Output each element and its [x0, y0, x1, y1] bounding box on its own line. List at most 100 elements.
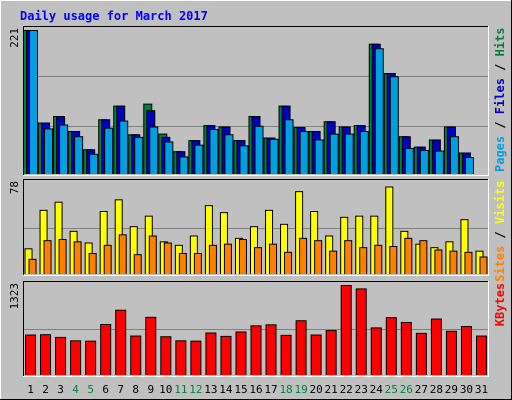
bar-kbytes-day-27	[416, 333, 426, 375]
bar-pages-day-11	[180, 157, 188, 174]
bar-pages-day-5	[90, 154, 98, 174]
panel-pages-files-hits: 221 Pages / Files / Hits	[8, 26, 507, 176]
bar-kbytes-day-18	[281, 335, 291, 375]
bar-visits-day-19	[296, 192, 303, 274]
x-tick-label-day-15: 15	[234, 383, 247, 396]
x-tick-label-day-26: 26	[400, 383, 413, 396]
bar-sites-day-8	[134, 255, 141, 274]
legend-part: /	[493, 114, 507, 136]
x-tick-label-day-10: 10	[159, 383, 172, 396]
x-tick-label-day-3: 3	[57, 383, 64, 396]
bar-pages-day-20	[315, 140, 323, 174]
bar-visits-day-13	[205, 206, 212, 274]
bar-kbytes-day-29	[446, 331, 456, 375]
x-tick-label-day-25: 25	[385, 383, 398, 396]
bar-pages-day-10	[165, 142, 173, 174]
bar-sites-day-16	[255, 248, 261, 274]
bar-sites-day-3	[59, 240, 66, 274]
legend-part: Hits	[493, 27, 507, 56]
bar-pages-day-27	[420, 150, 428, 174]
bar-sites-day-12	[194, 254, 201, 274]
bar-sites-day-6	[104, 245, 111, 274]
bar-sites-day-15	[239, 240, 246, 274]
series-legend-label: Pages / Files / Hits	[493, 27, 507, 172]
bar-visits-day-6	[100, 212, 107, 274]
bar-sites-day-23	[360, 248, 367, 274]
bar-sites-day-20	[315, 241, 322, 274]
x-tick-label-day-30: 30	[460, 383, 473, 396]
x-tick-label-day-9: 9	[147, 383, 154, 396]
bar-sites-day-11	[179, 254, 186, 274]
bar-sites-day-5	[89, 254, 96, 274]
bar-pages-day-23	[360, 131, 368, 174]
legend-part: KBytes	[493, 283, 507, 326]
x-tick-label-day-6: 6	[102, 383, 109, 396]
bar-sites-day-4	[74, 242, 81, 274]
bar-pages-day-15	[240, 146, 248, 174]
x-tick-label-day-16: 16	[249, 383, 262, 396]
x-tick-label-day-18: 18	[279, 383, 292, 396]
bar-kbytes-day-6	[101, 324, 111, 375]
bar-pages-day-2	[45, 129, 53, 174]
bar-pages-day-29	[450, 137, 458, 174]
bar-kbytes-day-24	[371, 328, 381, 375]
bar-sites-day-26	[405, 238, 412, 274]
legend-part: Files	[493, 78, 507, 114]
bar-sites-day-27	[420, 241, 427, 274]
bar-sites-day-21	[330, 251, 337, 274]
x-tick-label-day-27: 27	[415, 383, 428, 396]
series-legend-label: KBytes	[493, 283, 507, 326]
x-tick-label-day-28: 28	[430, 383, 443, 396]
panel-visits-sites: 78 Sites / Visits	[8, 179, 507, 282]
bar-sites-day-14	[224, 244, 231, 274]
bar-kbytes-day-31	[476, 336, 486, 375]
bar-pages-day-28	[435, 151, 443, 174]
legend-part: Visits	[493, 181, 507, 224]
bar-sites-day-22	[345, 241, 352, 274]
y-axis-max-label: 221	[8, 28, 21, 48]
bar-kbytes-day-2	[41, 335, 51, 375]
bar-sites-day-9	[149, 236, 156, 274]
bar-visits-day-14	[220, 213, 227, 274]
y-axis-max-label: 78	[8, 181, 21, 194]
bar-kbytes-day-15	[236, 332, 246, 375]
x-tick-label-day-7: 7	[117, 383, 124, 396]
x-tick-label-day-20: 20	[310, 383, 323, 396]
x-tick-label-day-5: 5	[87, 383, 94, 396]
bar-kbytes-day-4	[71, 341, 81, 375]
bar-kbytes-day-9	[146, 317, 156, 375]
bar-kbytes-day-3	[56, 337, 66, 375]
bar-kbytes-day-11	[176, 341, 186, 375]
x-tick-label-day-4: 4	[72, 383, 79, 396]
x-tick-label-day-8: 8	[132, 383, 139, 396]
x-tick-label-day-17: 17	[264, 383, 277, 396]
bar-sites-day-29	[450, 251, 457, 274]
bar-pages-day-8	[135, 137, 143, 174]
y-axis-max-label: 1323	[8, 283, 21, 310]
bar-kbytes-day-16	[251, 326, 261, 375]
bar-pages-day-4	[75, 137, 83, 174]
bar-kbytes-day-1	[26, 335, 36, 375]
legend-part: /	[493, 56, 507, 78]
bar-sites-day-30	[465, 252, 472, 274]
x-tick-label-day-29: 29	[445, 383, 458, 396]
bar-sites-day-13	[209, 245, 216, 274]
bar-kbytes-day-21	[326, 331, 336, 375]
bar-pages-day-17	[270, 139, 278, 174]
bar-visits-day-25	[386, 187, 393, 274]
bar-pages-day-22	[345, 134, 353, 174]
bar-pages-day-24	[375, 49, 383, 175]
bar-pages-day-30	[465, 158, 473, 174]
bar-sites-day-2	[44, 241, 51, 274]
x-tick-label-day-23: 23	[355, 383, 368, 396]
x-tick-label-day-19: 19	[294, 383, 307, 396]
bar-pages-day-21	[330, 134, 338, 174]
x-tick-label-day-1: 1	[27, 383, 34, 396]
panel-kbytes: 1323 KBytes	[8, 281, 507, 377]
x-tick-label-day-31: 31	[475, 383, 488, 396]
x-tick-label-day-11: 11	[174, 383, 187, 396]
bar-sites-day-25	[390, 247, 397, 274]
bar-pages-day-3	[60, 125, 68, 174]
